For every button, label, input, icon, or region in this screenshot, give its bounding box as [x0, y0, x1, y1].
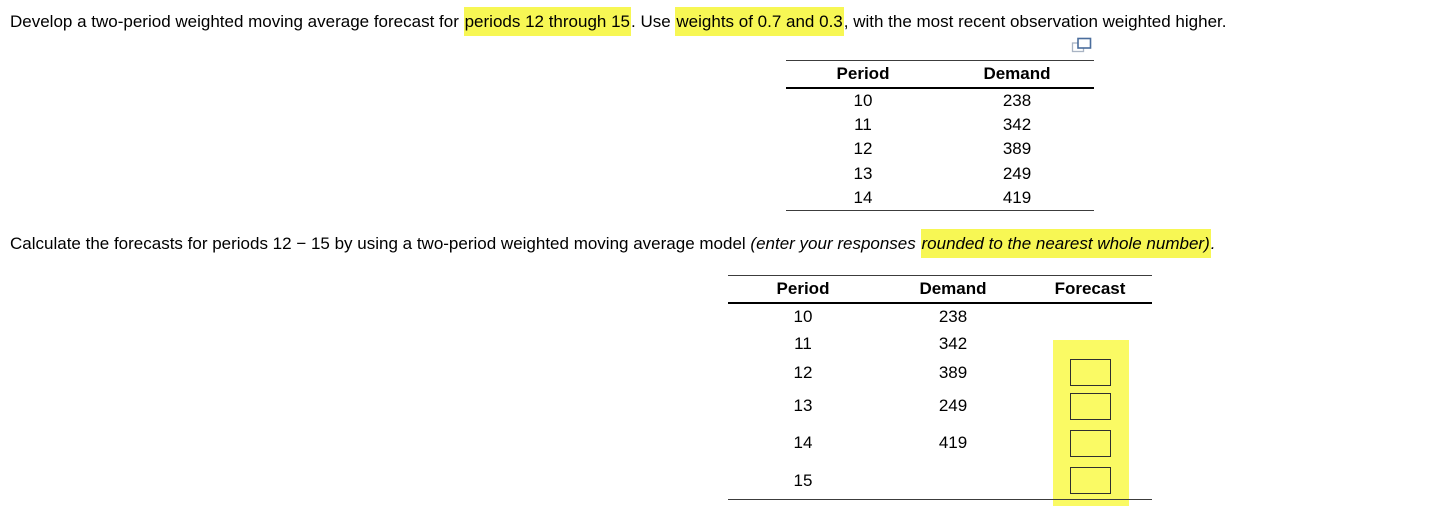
table-row: 11 342 [728, 330, 1152, 357]
forecast-header: Forecast [1054, 279, 1126, 298]
table-row: 14 419 [786, 186, 1094, 210]
text-segment: Calculate the forecasts for periods 12 −… [10, 234, 751, 253]
demand-cell: 342 [1002, 115, 1032, 135]
period-cell: 13 [793, 396, 813, 415]
highlighted-text: weights of 0.7 and 0.3 [675, 7, 844, 36]
italic-text: (enter your responses [750, 234, 921, 253]
table-row: 12 389 [728, 357, 1152, 388]
period-cell: 11 [854, 115, 872, 135]
highlighted-text: periods 12 through 15 [463, 7, 631, 36]
demand-cell: 238 [1002, 91, 1032, 111]
table-row: 13 249 [786, 162, 1094, 186]
question-instruction-text: Calculate the forecasts for periods 12 −… [10, 229, 1216, 258]
period-cell: 12 [793, 362, 813, 382]
table-row: 13 249 [728, 388, 1152, 424]
text-segment: . Use [631, 12, 676, 31]
period-cell: 14 [793, 433, 813, 452]
period-cell: 10 [793, 307, 813, 326]
demand-cell: 419 [1002, 187, 1032, 207]
table-row: 10 238 [786, 89, 1094, 113]
period-header: Period [776, 279, 830, 298]
italic-text: . [1210, 234, 1216, 253]
period-cell: 13 [853, 163, 873, 183]
forecast-cell [1028, 467, 1152, 494]
demand-header: Demand [919, 279, 987, 298]
demand-cell: 342 [938, 333, 968, 353]
period-cell: 14 [853, 187, 873, 207]
forecast-input-period-14[interactable] [1069, 429, 1111, 457]
table-row: 15 [728, 462, 1152, 499]
table-body: 10 238 11 342 12 389 13 249 14 419 [728, 304, 1152, 500]
demand-cell: 249 [938, 396, 968, 415]
forecast-input-period-13[interactable] [1069, 392, 1111, 420]
demand-data-table: Period Demand 10 238 11 342 12 389 13 24… [786, 60, 1094, 211]
forecast-input-period-15[interactable] [1069, 467, 1111, 494]
period-cell: 10 [853, 91, 873, 111]
forecast-input-period-12[interactable] [1069, 359, 1111, 386]
table-row: 14 419 [728, 424, 1152, 462]
table-header-row: Period Demand [786, 61, 1094, 89]
forecast-cell [1028, 429, 1152, 457]
period-header: Period [836, 64, 890, 83]
forecast-cell [1028, 359, 1152, 386]
popout-copy-icon[interactable] [1071, 37, 1092, 55]
demand-cell: 238 [938, 307, 968, 326]
demand-cell: 419 [938, 433, 968, 452]
question-intro-text: Develop a two-period weighted moving ave… [10, 7, 1227, 36]
demand-cell: 389 [1002, 139, 1032, 159]
forecast-cell [1028, 392, 1152, 420]
table-row: 12 389 [786, 137, 1094, 161]
demand-cell: 249 [1002, 163, 1032, 183]
demand-header: Demand [983, 64, 1051, 83]
table-body: 10 238 11 342 12 389 13 249 14 419 [786, 89, 1094, 211]
forecast-answer-table: Period Demand Forecast 10 238 11 342 12 … [728, 275, 1152, 506]
period-cell: 12 [853, 139, 873, 159]
period-cell: 11 [794, 333, 812, 353]
table-row: 11 342 [786, 113, 1094, 137]
text-segment: , with the most recent observation weigh… [843, 12, 1227, 31]
highlighted-italic-text: rounded to the nearest whole number) [920, 229, 1211, 258]
table-row: 10 238 [728, 304, 1152, 330]
table-header-row: Period Demand Forecast [728, 276, 1152, 304]
text-segment: Develop a two-period weighted moving ave… [10, 12, 464, 31]
demand-cell: 389 [938, 362, 968, 382]
period-cell: 15 [793, 470, 813, 490]
